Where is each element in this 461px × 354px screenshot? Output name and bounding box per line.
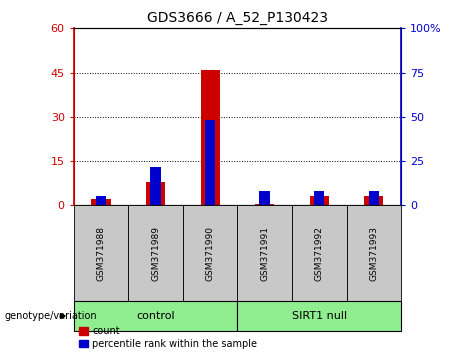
Bar <box>96 196 106 205</box>
Text: GSM371988: GSM371988 <box>96 225 106 281</box>
Bar <box>205 120 215 205</box>
Text: GSM371993: GSM371993 <box>369 225 378 281</box>
Bar <box>146 182 165 205</box>
Bar <box>201 70 220 205</box>
Bar <box>310 196 329 205</box>
Bar <box>314 190 325 205</box>
Bar <box>255 204 274 205</box>
Bar <box>260 190 270 205</box>
Text: genotype/variation: genotype/variation <box>5 311 97 321</box>
Bar <box>368 190 379 205</box>
Legend: count, percentile rank within the sample: count, percentile rank within the sample <box>79 326 257 349</box>
Bar <box>91 199 111 205</box>
Text: GSM371989: GSM371989 <box>151 225 160 281</box>
Text: SIRT1 null: SIRT1 null <box>292 311 347 321</box>
Text: GSM371990: GSM371990 <box>206 225 215 281</box>
Bar <box>150 167 161 205</box>
Text: GSM371992: GSM371992 <box>315 225 324 281</box>
Title: GDS3666 / A_52_P130423: GDS3666 / A_52_P130423 <box>147 11 328 24</box>
Text: GSM371991: GSM371991 <box>260 225 269 281</box>
Bar <box>364 196 384 205</box>
Text: control: control <box>136 311 175 321</box>
